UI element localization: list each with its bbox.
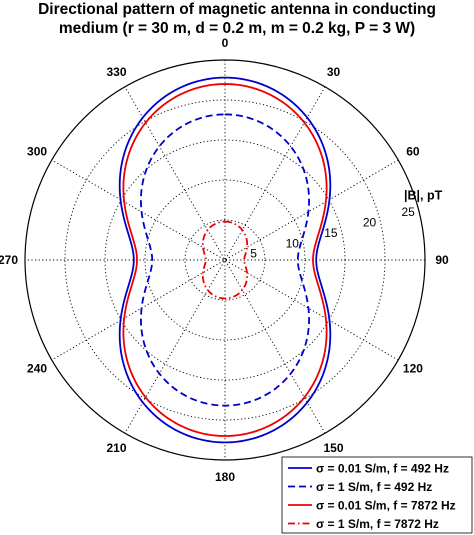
radial-tick-labels: 5 10 15 20 25 <box>250 205 415 260</box>
series-lines <box>118 76 332 444</box>
chart-title-line-2: medium (r = 30 m, d = 0.2 m, m = 0.2 kg,… <box>58 20 416 37</box>
angle-tick-0: 0 <box>222 36 229 50</box>
legend-entry-3: σ = 0.01 S/m, f = 7872 Hz <box>316 499 456 513</box>
chart-title: Directional pattern of magnetic antenna … <box>0 0 474 38</box>
legend: σ = 0.01 S/m, f = 492 Hz σ = 1 S/m, f = 4… <box>281 456 473 534</box>
angle-tick-300: 300 <box>27 145 47 159</box>
radial-tick-10: 10 <box>286 236 300 250</box>
radial-tick-20: 20 <box>363 216 377 230</box>
chart-title-line-1: Directional pattern of magnetic antenna … <box>38 1 436 18</box>
grid-circle-1 <box>184 219 266 301</box>
series-line-1 <box>118 76 332 444</box>
series-line-3 <box>122 83 328 437</box>
radial-unit-label: |B|, pT <box>404 189 443 203</box>
radial-tick-5: 5 <box>250 247 257 261</box>
angle-tick-240: 240 <box>27 362 47 376</box>
radial-tick-15: 15 <box>324 226 338 240</box>
angle-tick-180: 180 <box>215 470 235 484</box>
grid-circle-5 <box>24 59 426 461</box>
legend-box <box>281 456 473 534</box>
legend-entry-1: σ = 0.01 S/m, f = 492 Hz <box>316 462 449 476</box>
angle-tick-30: 30 <box>327 65 341 79</box>
angle-tick-120: 120 <box>403 362 423 376</box>
angle-tick-210: 210 <box>106 441 126 455</box>
legend-entry-4: σ = 1 S/m, f = 7872 Hz <box>316 517 439 531</box>
angle-tick-150: 150 <box>323 441 343 455</box>
angle-tick-270: 270 <box>0 253 18 267</box>
polar-grid <box>24 59 426 461</box>
radial-tick-25: 25 <box>402 205 416 219</box>
angle-tick-labels: 0 30 60 90 120 150 180 210 240 270 300 330 <box>0 36 449 484</box>
series-line-4 <box>201 220 249 300</box>
angle-tick-90: 90 <box>435 253 449 267</box>
series-line-2 <box>140 113 310 407</box>
grid-circle-4 <box>64 99 386 421</box>
angle-tick-330: 330 <box>106 65 126 79</box>
angle-tick-60: 60 <box>406 145 420 159</box>
legend-entry-2: σ = 1 S/m, f = 492 Hz <box>316 480 432 494</box>
